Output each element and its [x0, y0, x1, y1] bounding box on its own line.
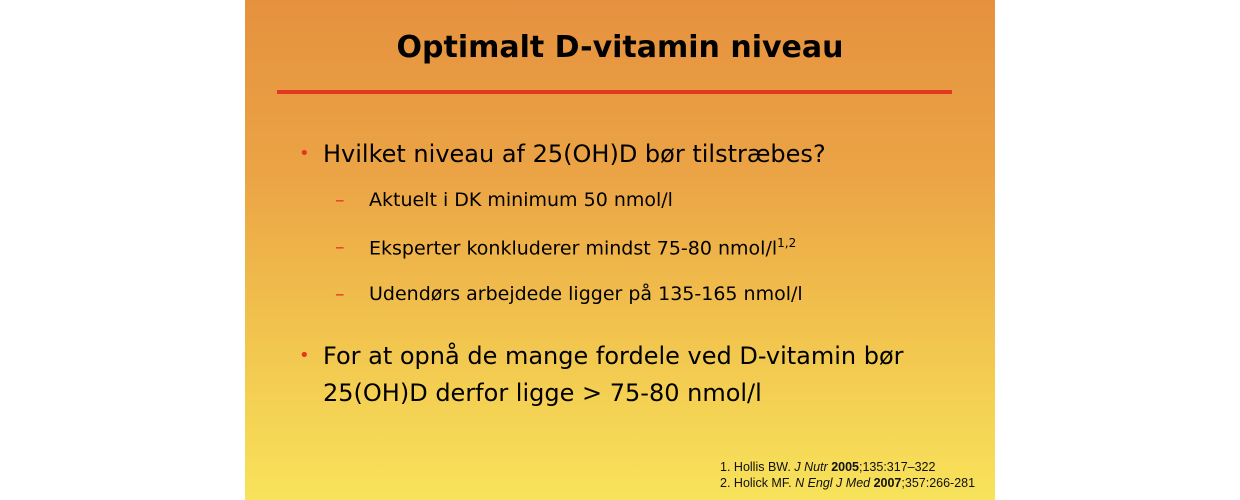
- title-divider: [277, 90, 952, 94]
- citation-superscript: 1,2: [777, 236, 797, 250]
- references: 1. Hollis BW. J Nutr 2005;135:317–322 2.…: [720, 459, 975, 491]
- sub-bullet-text: Aktuelt i DK minimum 50 nmol/l: [369, 189, 673, 211]
- reference-1: 1. Hollis BW. J Nutr 2005;135:317–322: [720, 460, 936, 474]
- reference-2: 2. Holick MF. N Engl J Med 2007;357:266-…: [720, 476, 976, 490]
- sub-bullet-3: Udendørs arbejdede ligger på 135-165 nmo…: [369, 283, 803, 305]
- bullet-icon: •: [299, 345, 310, 366]
- sub-bullet-1: Aktuelt i DK minimum 50 nmol/l: [369, 189, 673, 211]
- dash-icon: –: [335, 236, 345, 258]
- dash-icon: –: [335, 189, 345, 211]
- slide-title: Optimalt D-vitamin niveau: [396, 30, 844, 65]
- bullet-2-line-2: 25(OH)D derfor ligge > 75-80 nmol/l: [323, 379, 762, 407]
- bullet-icon: •: [299, 143, 310, 164]
- slide: Optimalt D-vitamin niveau • Hvilket nive…: [245, 0, 995, 500]
- sub-bullet-text: Udendørs arbejdede ligger på 135-165 nmo…: [369, 283, 803, 305]
- bullet-1-text: Hvilket niveau af 25(OH)D bør tilstræbes…: [323, 140, 826, 168]
- dash-icon: –: [335, 283, 345, 305]
- bullet-2-line-1: For at opnå de mange fordele ved D-vitam…: [323, 342, 904, 370]
- sub-bullet-text: Eksperter konkluderer mindst 75-80 nmol/…: [369, 237, 778, 260]
- sub-bullet-2: Eksperter konkluderer mindst 75-80 nmol/…: [369, 236, 796, 259]
